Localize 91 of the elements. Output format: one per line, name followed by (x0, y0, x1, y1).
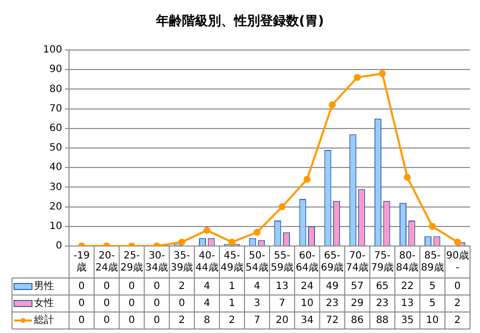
x-tick-label: 40-44歳 (196, 250, 218, 274)
x-tick-label: 30-34歳 (145, 250, 168, 274)
data-label: 24 (300, 281, 314, 292)
data-label: 2 (454, 315, 461, 326)
point (328, 101, 336, 108)
data-label: 0 (154, 298, 160, 310)
point (304, 176, 311, 183)
y-tick-label: 100 (42, 44, 62, 56)
point (228, 238, 236, 246)
legend-label: 女性 (34, 297, 54, 310)
data-label: 0 (103, 315, 110, 326)
y-tick-label: 50 (49, 142, 62, 154)
x-tick-label: 90歳- (446, 250, 469, 274)
data-label: 10 (426, 315, 439, 326)
data-label: 10 (300, 298, 314, 310)
x-tick-label: 20-24歳 (95, 250, 118, 274)
data-label: 35 (400, 315, 414, 326)
data-label: 34 (300, 315, 314, 326)
data-label: 2 (178, 281, 186, 292)
data-label: 2 (178, 315, 186, 326)
data-label: 0 (154, 315, 160, 326)
data-label: 1 (228, 281, 236, 292)
data-label: 0 (128, 298, 135, 310)
x-tick-label: 75-79歳 (370, 250, 394, 274)
x-tick-label: 50-54歳 (246, 250, 268, 274)
data-label: 88 (376, 315, 389, 326)
data-label: 49 (326, 281, 339, 292)
data-label: 13 (276, 281, 288, 292)
point (378, 70, 386, 78)
data-label: 8 (204, 315, 210, 326)
data-label: 2 (228, 315, 236, 326)
y-tick-label: 20 (49, 201, 62, 212)
x-tick-label: 65-69歳 (320, 250, 344, 274)
x-tick-label: 70-74歳 (346, 250, 369, 274)
legend-label: 総計 (33, 314, 54, 326)
point (278, 203, 286, 210)
data-label: 29 (350, 298, 364, 310)
chart-title: 年齢階級別、性別登録数(胃) (154, 13, 325, 30)
data-label: 0 (154, 281, 160, 292)
x-tick-label: 55-59歳 (270, 250, 294, 274)
point (428, 222, 436, 230)
legend-label: 男性 (34, 280, 54, 292)
point (178, 238, 186, 246)
y-tick-label: 10 (49, 220, 62, 232)
data-label: 2 (454, 298, 461, 310)
y-tick-label: 0 (56, 240, 62, 252)
data-label: 57 (350, 281, 364, 292)
x-tick-label: 25-29歳 (120, 250, 144, 274)
y-tick-label: 80 (49, 84, 62, 95)
point (404, 174, 411, 181)
data-label: 4 (254, 281, 260, 292)
data-label: 3 (254, 298, 260, 310)
x-tick-label: 85-89歳 (421, 250, 444, 274)
data-label: 1 (228, 298, 236, 310)
data-label: 0 (78, 298, 85, 310)
y-tick-label: 70 (49, 103, 62, 114)
data-label: 5 (429, 281, 436, 292)
point (203, 226, 210, 234)
data-label: 0 (128, 315, 135, 326)
data-label: 86 (350, 315, 364, 326)
data-label: 0 (178, 298, 186, 310)
x-tick-label: 80-84歳 (396, 250, 419, 274)
x-tick-label: 60-64歳 (296, 250, 318, 274)
x-tick-label: 45-49歳 (220, 250, 244, 274)
data-label: 22 (400, 281, 414, 292)
data-label: 0 (454, 281, 461, 292)
data-label: 0 (128, 281, 135, 292)
x-tick-label: 35-39歳 (170, 250, 194, 274)
y-tick-label: 60 (49, 122, 62, 134)
data-label: 7 (254, 315, 260, 326)
data-label: 5 (429, 298, 436, 310)
point (354, 74, 361, 81)
data-label: 72 (326, 315, 339, 326)
data-label: 4 (204, 281, 210, 292)
point (254, 228, 261, 236)
y-tick-label: 30 (49, 182, 62, 193)
data-label: 0 (103, 298, 110, 310)
data-label: 0 (78, 281, 85, 292)
data-label: 4 (204, 298, 210, 310)
data-label: 65 (376, 281, 389, 292)
data-label: 0 (78, 315, 85, 326)
data-label: 23 (376, 298, 389, 310)
data-label: 23 (326, 298, 339, 310)
x-tick-label: -19歳 (73, 250, 90, 274)
data-label: 7 (278, 298, 286, 310)
y-tick-label: 90 (49, 64, 62, 76)
data-label: 13 (400, 298, 414, 310)
data-label: 20 (276, 315, 288, 326)
point (454, 238, 461, 246)
y-tick-label: 40 (49, 162, 62, 174)
data-label: 0 (103, 281, 110, 292)
